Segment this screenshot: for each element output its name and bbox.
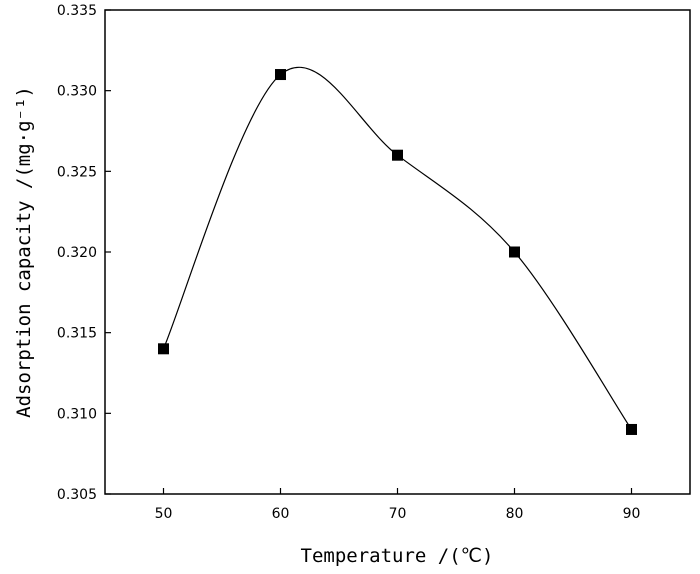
plot-frame (104, 9, 691, 495)
data-point (275, 69, 286, 81)
data-point (158, 343, 169, 355)
data-point (509, 246, 520, 258)
x-axis: 50 60 70 80 90 (155, 488, 641, 522)
y-tick-label: 0.315 (57, 326, 97, 342)
y-tick-label: 0.335 (57, 3, 97, 19)
y-tick-label: 0.330 (57, 84, 97, 100)
x-tick-label: 50 (155, 506, 173, 522)
y-axis: 0.305 0.310 0.315 0.320 0.325 0.330 0.335 (57, 3, 111, 503)
series-markers (158, 69, 637, 435)
x-axis-title: Temperature /(℃) (301, 545, 494, 567)
y-tick-label: 0.320 (57, 245, 97, 261)
y-tick-label: 0.305 (57, 487, 97, 503)
x-tick-label: 70 (389, 506, 407, 522)
y-tick-label: 0.310 (57, 406, 97, 422)
x-tick-label: 80 (506, 506, 524, 522)
data-point (392, 149, 403, 161)
data-point (626, 423, 637, 435)
x-tick-label: 90 (623, 506, 641, 522)
y-tick-label: 0.325 (57, 164, 97, 180)
series-line (162, 66, 633, 430)
x-tick-label: 60 (272, 506, 290, 522)
y-axis-title: Adsorption capacity /(mg·g⁻¹) (13, 86, 35, 418)
